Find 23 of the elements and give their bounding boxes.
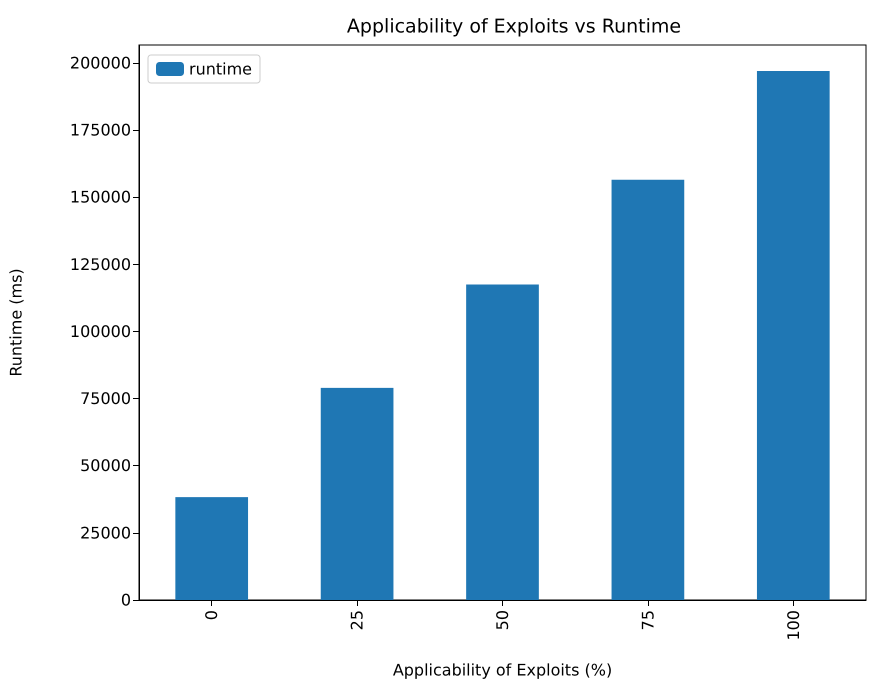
y-tick-label: 50000 bbox=[80, 456, 131, 476]
y-tick-label: 75000 bbox=[80, 389, 131, 408]
bar bbox=[756, 71, 830, 600]
y-tick-label: 150000 bbox=[70, 188, 131, 207]
x-axis-title: Applicability of Exploits (%) bbox=[392, 660, 612, 680]
x-tick-label: 75 bbox=[638, 610, 658, 630]
y-tick-label: 175000 bbox=[70, 120, 131, 140]
bar bbox=[175, 497, 248, 600]
bar bbox=[612, 180, 684, 600]
x-tick-label: 25 bbox=[348, 610, 367, 630]
x-tick-label: 50 bbox=[493, 610, 512, 630]
bar bbox=[466, 284, 539, 600]
y-tick-label: 25000 bbox=[80, 523, 131, 542]
y-tick-label: 200000 bbox=[70, 53, 131, 72]
x-tick-label: 0 bbox=[202, 610, 222, 620]
chart-title: Applicability of Exploits vs Runtime bbox=[346, 16, 682, 38]
y-tick-label: 100000 bbox=[70, 322, 131, 341]
bar bbox=[320, 388, 394, 600]
y-axis-title: Runtime (ms) bbox=[6, 268, 26, 377]
x-tick-label: 100 bbox=[784, 610, 803, 641]
y-tick-label: 125000 bbox=[70, 254, 131, 274]
y-tick-label: 0 bbox=[120, 590, 131, 610]
legend-label: runtime bbox=[189, 60, 252, 78]
